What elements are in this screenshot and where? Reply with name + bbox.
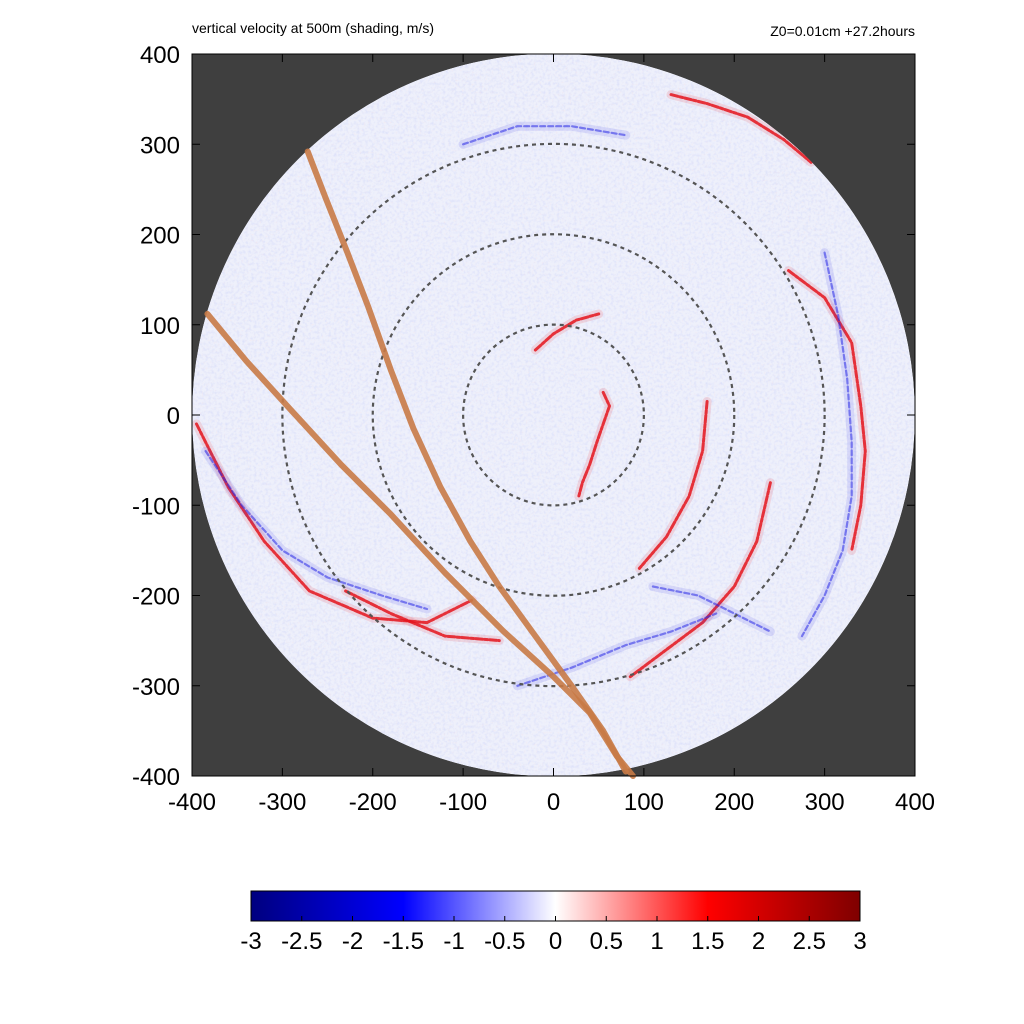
y-tick-label: 300 [140,132,180,159]
model-domain [192,53,915,777]
colorbar-tick-label: 2.5 [793,928,826,955]
colorbar-tick-label: 0 [549,928,562,955]
range-ring-100 [462,323,645,507]
chart-title: vertical velocity at 500m (shading, m/s) [192,20,434,36]
x-tick-label: 0 [547,789,560,816]
x-tick-label: 100 [624,789,664,816]
colorbar-tick-label: -1.5 [383,928,424,955]
feature-north-faint [462,125,627,146]
x-tick-label: -300 [258,789,306,816]
colorbar-tick-label: -1 [443,928,464,955]
feature-west-band [204,450,429,611]
y-axis: 400 300 200 100 0 -100 -200 -300 -400 [132,42,915,791]
y-tick-label: -300 [132,674,180,701]
feature-southeast-band [651,585,772,633]
x-tick-label: 400 [895,789,935,816]
x-tick-label: -400 [168,789,216,816]
background-noise-positive [192,54,914,776]
colorbar-tick-label: -2.5 [281,928,322,955]
colorbar-tick-label: -0.5 [484,928,525,955]
x-tick-label: -100 [439,789,487,816]
storm-tracks [204,148,636,779]
feature-outer-band-west [195,422,474,625]
feature-outer-band-northeast [669,93,813,164]
range-ring-200 [371,233,736,597]
y-tick-label: 400 [140,42,180,69]
feature-inner-band-east [637,400,709,570]
colorbar-tick-label: -2 [342,928,363,955]
y-tick-label: -100 [132,493,180,520]
y-tick-label: 0 [167,403,180,430]
colorbar-tick-label: -3 [240,928,261,955]
y-tick-label: 200 [140,223,180,250]
colorbar-tick-label: 1 [650,928,663,955]
colorbar-tick-label: 3 [853,928,866,955]
feature-east-ring [800,251,853,638]
x-tick-label: 200 [714,789,754,816]
chart-subtitle: Z0=0.01cm +27.2hours [770,23,915,39]
velocity-features [192,90,870,691]
x-tick-label: -200 [349,789,397,816]
colorbar-labels: -3 -2.5 -2 -1.5 -1 -0.5 0 0.5 1 1.5 2 2.5 3 [240,916,867,955]
y-tick-label: 100 [140,313,180,340]
feature-eyewall-updraft-east [577,390,611,498]
feature-eyewall-updraft-north [533,312,601,352]
y-tick-label: -400 [132,764,180,791]
colorbar-tick-label: 1.5 [691,928,724,955]
storm-track-2 [204,310,636,779]
range-ring-300 [281,142,826,688]
feature-outer-band-southwest [344,589,501,643]
storm-track-1 [304,148,629,775]
range-rings [281,142,826,688]
feature-outer-band-east [787,269,867,552]
colorbar-tick-label: 0.5 [590,928,623,955]
colorbar-tick-label: 2 [752,928,765,955]
y-tick-label: -200 [132,584,180,611]
x-tick-label: 300 [805,789,845,816]
x-axis: -400 -300 -200 -100 0 100 200 300 400 [168,54,935,816]
